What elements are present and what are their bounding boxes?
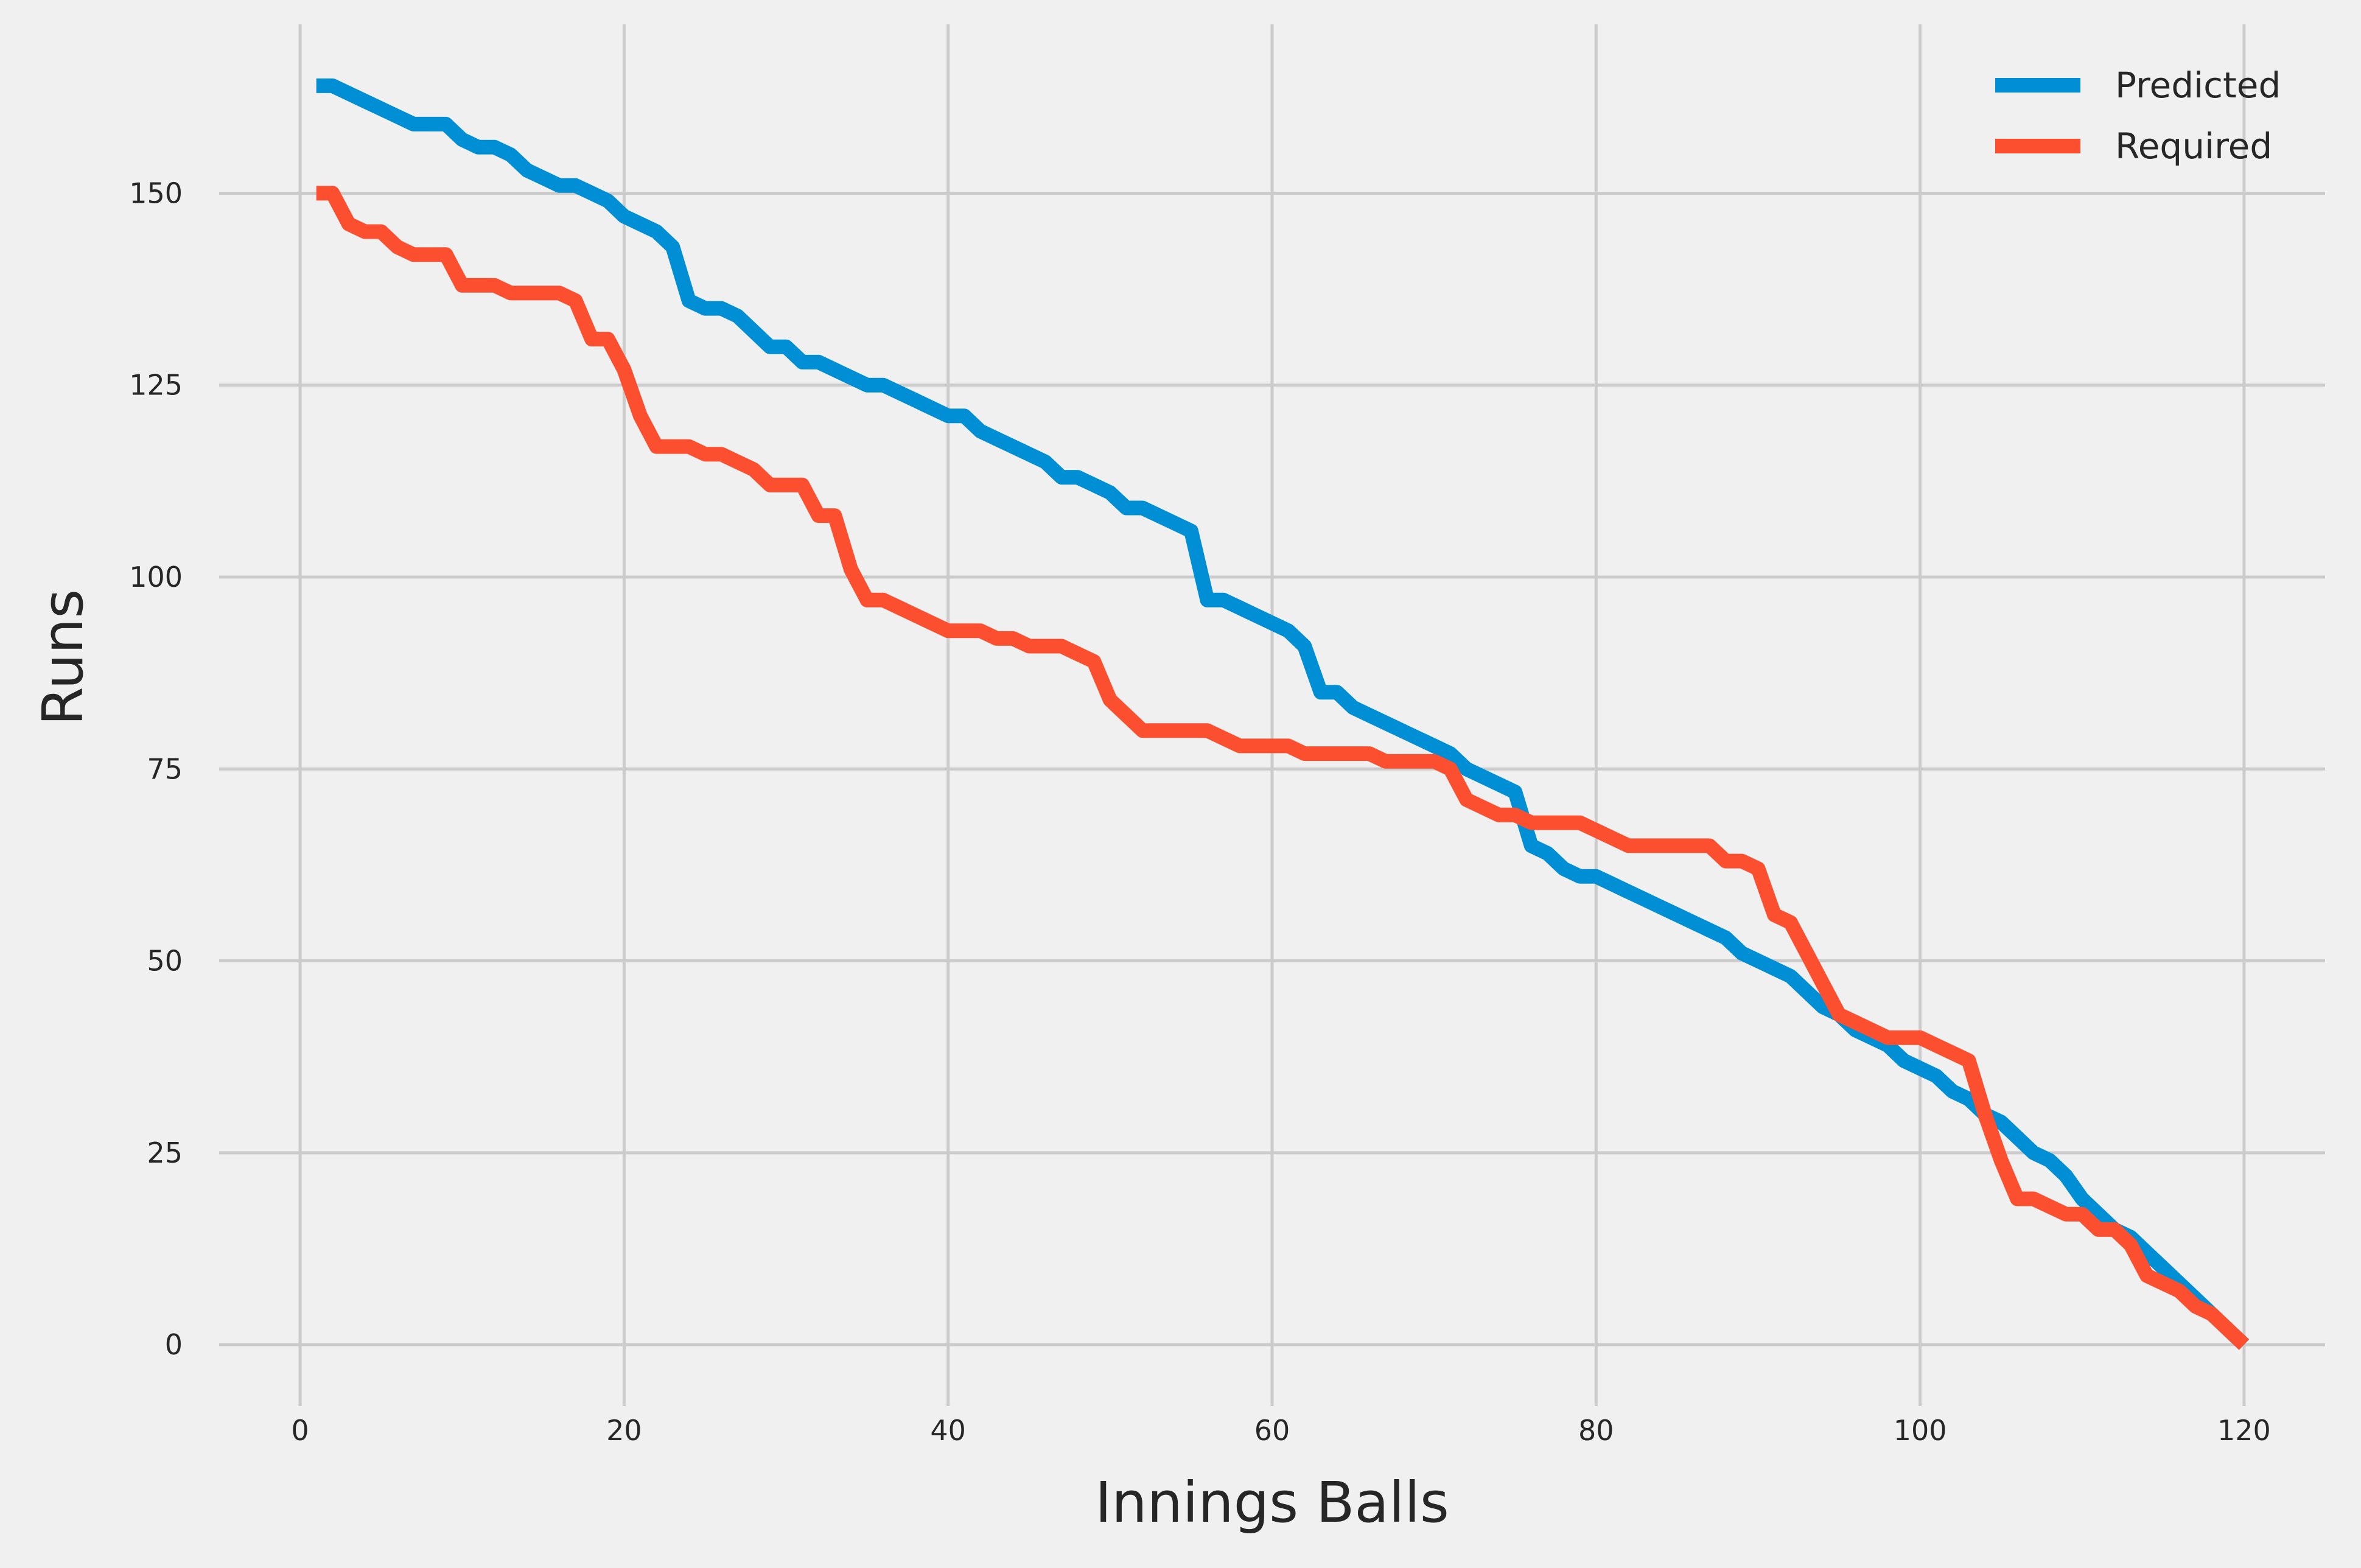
- x-tick-label: 100: [1894, 1414, 1947, 1447]
- x-tick-label: 120: [2217, 1414, 2271, 1447]
- x-tick-label: 80: [1578, 1414, 1614, 1447]
- legend-label-required: Required: [2115, 125, 2272, 167]
- series-line-predicted: [316, 78, 2250, 1350]
- x-tick-label: 40: [930, 1414, 966, 1447]
- legend: Predicted Required: [1995, 65, 2281, 167]
- y-tick-label: 125: [129, 369, 183, 402]
- y-tick-label: 75: [147, 752, 183, 785]
- x-tick-label: 0: [291, 1414, 309, 1447]
- y-tick-label: 25: [147, 1136, 183, 1169]
- y-tick-label: 100: [129, 561, 183, 593]
- y-tick-label: 0: [165, 1328, 183, 1361]
- x-axis-label: Innings Balls: [1095, 1470, 1449, 1535]
- series-lines: [316, 78, 2250, 1350]
- x-axis-ticks: 0 20 40 60 80 100 120: [291, 1414, 2270, 1447]
- legend-label-predicted: Predicted: [2115, 65, 2281, 106]
- y-axis-label: Runs: [30, 589, 96, 726]
- x-tick-label: 60: [1254, 1414, 1290, 1447]
- y-axis-ticks: 0 25 50 75 100 125 150: [129, 177, 183, 1361]
- grid-lines: [219, 24, 2325, 1406]
- series-line-required: [316, 186, 2250, 1350]
- y-tick-label: 150: [129, 177, 183, 209]
- y-tick-label: 50: [147, 945, 183, 978]
- x-tick-label: 20: [606, 1414, 642, 1447]
